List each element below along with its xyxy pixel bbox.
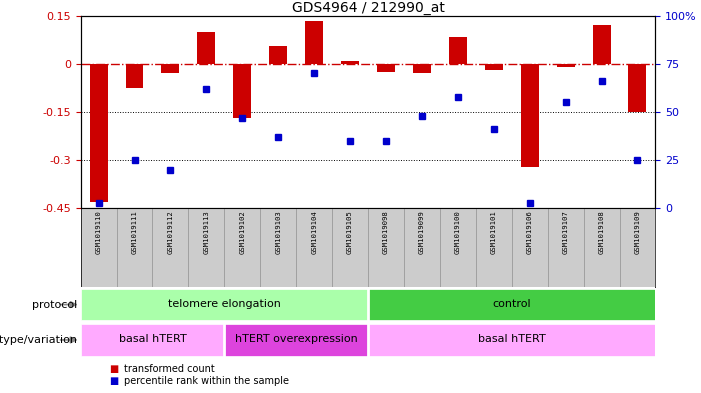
Bar	[341, 61, 359, 64]
Text: GSM1019100: GSM1019100	[455, 211, 461, 254]
Text: control: control	[492, 299, 531, 309]
Bar	[305, 20, 323, 64]
Bar	[81, 324, 224, 356]
Bar	[125, 64, 144, 88]
Text: genotype/variation: genotype/variation	[0, 335, 77, 345]
Text: GSM1019103: GSM1019103	[275, 211, 281, 254]
Text: GSM1019101: GSM1019101	[491, 211, 497, 254]
Text: protocol: protocol	[32, 299, 77, 310]
Bar	[557, 64, 575, 67]
Bar	[377, 64, 395, 72]
Bar	[198, 32, 215, 64]
Bar	[521, 64, 538, 167]
Text: GSM1019109: GSM1019109	[634, 211, 641, 254]
Bar	[629, 64, 646, 112]
Bar	[161, 64, 179, 73]
Text: GSM1019102: GSM1019102	[239, 211, 245, 254]
Bar	[81, 288, 368, 321]
Bar	[368, 288, 655, 321]
Text: GSM1019105: GSM1019105	[347, 211, 353, 254]
Text: GSM1019110: GSM1019110	[95, 211, 102, 254]
Bar	[233, 64, 251, 118]
Bar	[592, 25, 611, 64]
Text: basal hTERT: basal hTERT	[118, 334, 186, 344]
Text: basal hTERT: basal hTERT	[478, 334, 545, 344]
Text: percentile rank within the sample: percentile rank within the sample	[124, 376, 289, 386]
Text: ■: ■	[109, 364, 118, 374]
Text: GSM1019099: GSM1019099	[419, 211, 425, 254]
Bar	[269, 46, 287, 64]
Bar	[224, 324, 368, 356]
Text: ■: ■	[109, 376, 118, 386]
Title: GDS4964 / 212990_at: GDS4964 / 212990_at	[292, 1, 444, 15]
Text: GSM1019112: GSM1019112	[168, 211, 173, 254]
Bar	[368, 324, 655, 356]
Text: hTERT overexpression: hTERT overexpression	[235, 334, 358, 344]
Bar	[449, 37, 467, 64]
Bar	[90, 64, 107, 202]
Text: GSM1019108: GSM1019108	[599, 211, 604, 254]
Bar	[413, 64, 431, 73]
Text: telomere elongation: telomere elongation	[168, 299, 281, 309]
Text: GSM1019106: GSM1019106	[526, 211, 533, 254]
Text: GSM1019104: GSM1019104	[311, 211, 317, 254]
Bar	[485, 64, 503, 70]
Text: GSM1019113: GSM1019113	[203, 211, 210, 254]
Text: transformed count: transformed count	[124, 364, 215, 374]
Text: GSM1019111: GSM1019111	[132, 211, 137, 254]
Text: GSM1019107: GSM1019107	[563, 211, 569, 254]
Text: GSM1019098: GSM1019098	[383, 211, 389, 254]
